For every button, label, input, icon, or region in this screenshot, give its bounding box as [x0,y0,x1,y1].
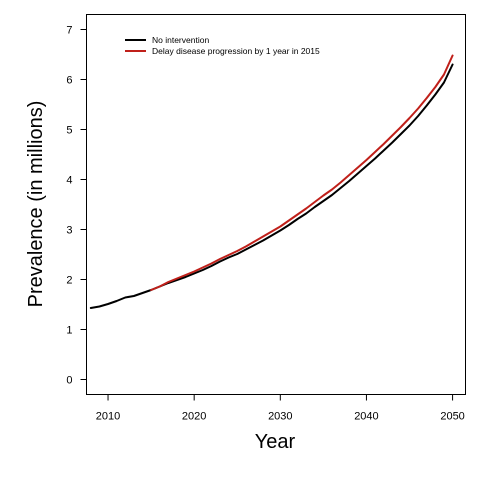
y-axis: 0 1 2 3 4 5 6 7 [66,25,87,387]
x-tick-label: 2030 [268,411,292,423]
y-tick-label: 2 [66,275,72,287]
y-tick-label: 5 [66,125,72,137]
x-axis-title: Year [255,431,296,453]
y-tick-label: 7 [66,25,72,37]
series-layer [89,54,454,309]
legend-label-2: Delay disease progression by 1 year in 2… [152,46,320,56]
y-tick-label: 6 [66,75,72,87]
series-line-1 [89,63,454,309]
y-tick-label: 0 [66,375,72,387]
x-tick-label: 2010 [96,411,120,423]
plot-frame [86,14,466,395]
x-tick-label: 2020 [182,411,206,423]
x-tick-label: 2050 [440,411,464,423]
x-axis: 2010 2020 2030 2040 2050 [96,394,465,423]
y-axis-title: Prevalence (in millions) [25,101,47,308]
series-line-2 [150,54,454,291]
x-tick-label: 2040 [354,411,378,423]
y-tick-label: 1 [66,325,72,337]
legend-label-1: No intervention [152,35,209,45]
y-tick-label: 4 [66,175,72,187]
y-tick-label: 3 [66,225,72,237]
